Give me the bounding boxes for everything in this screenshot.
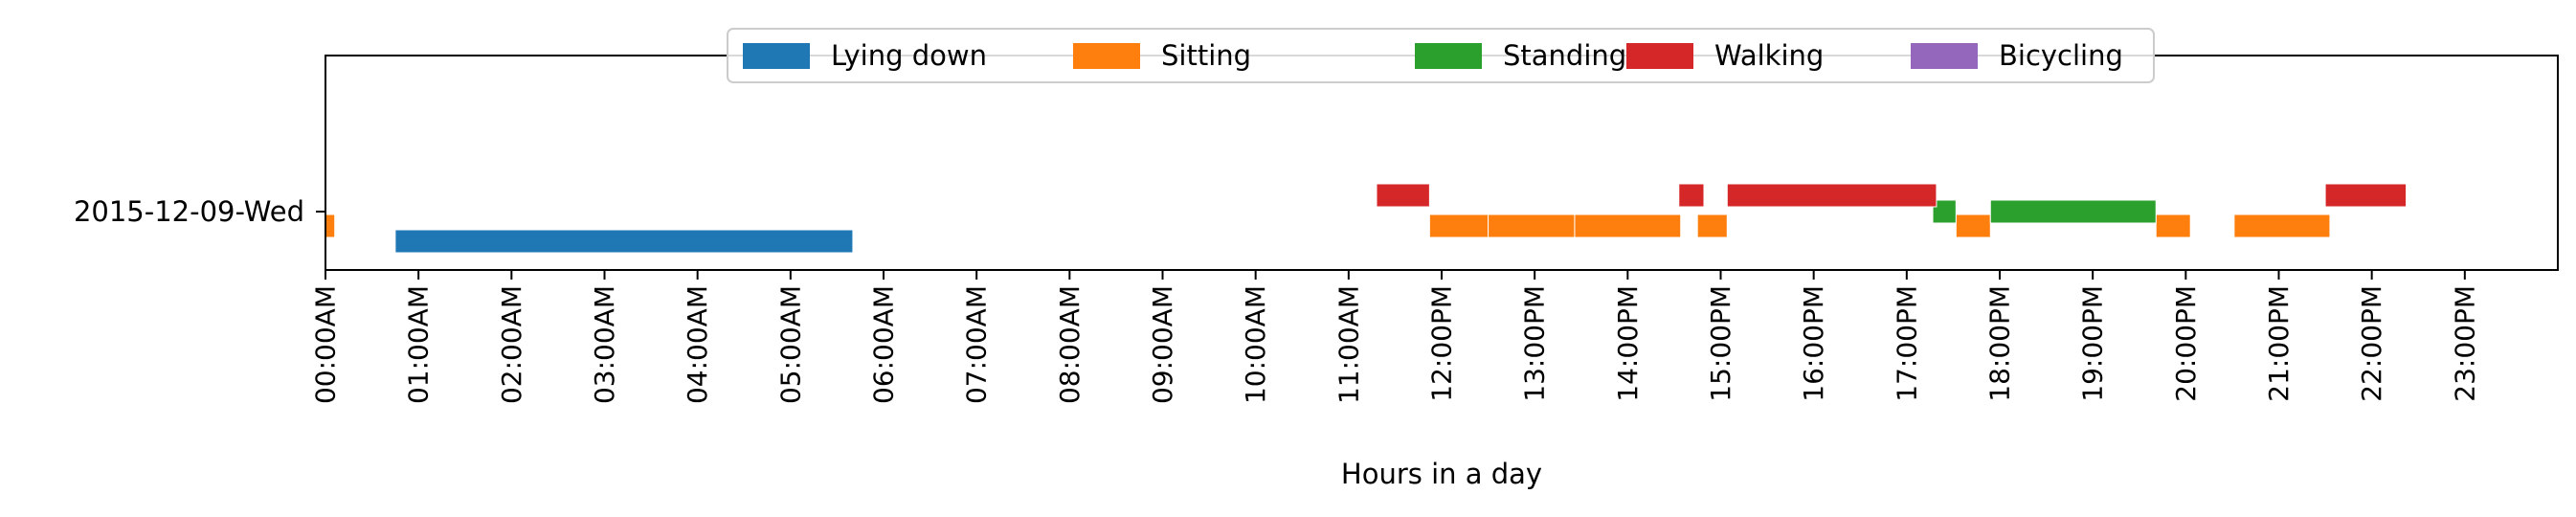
y-tick-label: 2015-12-09-Wed [74,195,304,228]
x-tick-label: 05:00AM [774,285,806,404]
legend-label: Sitting [1161,39,1251,72]
legend-label: Walking [1714,39,1824,72]
activity-bar-walking [2324,183,2408,208]
x-tick-label: 09:00AM [1147,285,1178,404]
x-tick-label: 07:00AM [961,285,993,404]
legend-swatch [1626,43,1693,69]
legend: Lying down Sitting Standing Walking Bicyclin… [727,28,2155,83]
x-tick-label: 04:00AM [682,285,713,404]
legend-swatch [743,43,810,69]
x-axis-label: Hours in a day [1341,458,1542,490]
x-tick-label: 14:00PM [1612,285,1644,402]
legend-swatch [1911,43,1978,69]
legend-label: Bicycling [1999,39,2123,72]
x-tick-label: 01:00AM [403,285,435,404]
x-tick-label: 16:00PM [1798,285,1829,402]
activity-bar-sitting [2233,214,2331,238]
x-tick-label: 19:00PM [2077,285,2109,402]
x-tick-label: 03:00AM [589,285,620,404]
x-tick-label: 18:00PM [1984,285,2016,402]
x-tick-label: 17:00PM [1891,285,1922,402]
x-tick-label: 20:00PM [2170,285,2202,402]
activity-bars [325,183,2408,254]
activity-bar-sitting [325,214,336,238]
x-tick-label: 12:00PM [1426,285,1458,402]
y-axis: 2015-12-09-Wed [74,195,325,228]
legend-label: Standing [1503,39,1626,72]
x-tick-label: 11:00AM [1333,285,1364,404]
activity-bar-sitting [1574,214,1682,238]
x-tick-label: 00:00AM [310,285,342,404]
x-tick-label: 08:00AM [1054,285,1086,404]
activity-bar-sitting [1428,214,1490,238]
legend-swatch [1073,43,1140,69]
activity-bar-standing [1989,199,2157,224]
legend-swatch [1415,43,1482,69]
x-tick-label: 15:00PM [1705,285,1736,402]
x-tick-label: 06:00AM [868,285,900,404]
activity-bar-sitting [2155,214,2191,238]
x-tick-label: 13:00PM [1519,285,1551,402]
x-tick-label: 02:00AM [496,285,527,404]
activity-bar-walking [1726,183,1938,208]
x-tick-label: 22:00PM [2356,285,2387,402]
activity-bar-sitting [1955,214,1991,238]
activity-bar-walking [1376,183,1430,208]
x-axis: 00:00AM 01:00AM 02:00AM 03:00AM 04:00AM 05:00… [310,270,2480,404]
legend-label: Lying down [831,39,987,72]
activity-bar-lying-down [394,229,854,254]
x-tick-label: 10:00AM [1240,285,1271,404]
activity-bar-walking [1678,183,1705,208]
activity-bar-sitting [1488,214,1576,238]
x-tick-label: 23:00PM [2449,285,2480,402]
activity-bar-sitting [1696,214,1728,238]
x-tick-label: 21:00PM [2263,285,2295,402]
